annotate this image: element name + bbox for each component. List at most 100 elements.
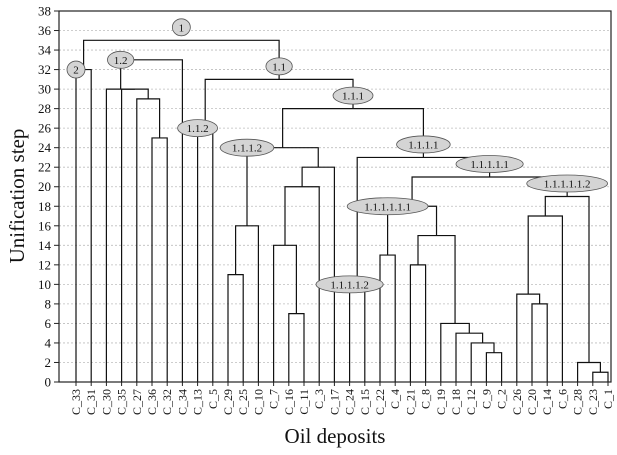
x-tick-label: C_33 [69, 389, 83, 415]
dendrogram-link [227, 274, 244, 382]
x-tick-label: C_6 [555, 389, 569, 409]
y-tick-label: 20 [38, 179, 51, 194]
cluster-label: 1.2 [107, 50, 135, 69]
x-tick-label: C_31 [84, 389, 98, 415]
cluster-label: 1.1.1.1.1.2 [526, 174, 608, 193]
y-tick-label: 12 [38, 257, 51, 272]
x-tick-label: C_3 [312, 389, 326, 409]
cluster-label-text: 1.1 [272, 61, 286, 73]
x-tick-label: C_27 [130, 389, 144, 415]
x-tick-label: C_28 [571, 389, 585, 415]
y-tick-label: 24 [38, 140, 52, 155]
cluster-label-oval [219, 138, 275, 157]
cluster-label: 1.1.1 [332, 86, 374, 105]
cluster-label-oval [346, 197, 429, 216]
cluster-label-text: 1.1.1.1.1 [470, 159, 509, 171]
dendrogram-link [577, 361, 601, 382]
y-tick-label: 28 [38, 101, 51, 116]
y-tick-label: 30 [38, 82, 51, 97]
dendrogram-link [485, 352, 503, 382]
y-tick-label: 4 [45, 335, 52, 350]
dendrogram-link [120, 59, 183, 382]
y-tick-label: 22 [38, 160, 51, 175]
x-axis-title: Oil deposits [285, 424, 386, 448]
dendrogram-link [417, 234, 456, 324]
dendrogram-link [282, 108, 425, 158]
y-tick-label: 8 [45, 296, 52, 311]
x-tick-label: C_8 [419, 389, 433, 409]
y-tick-label: 32 [38, 62, 51, 77]
cluster-label-text: 1.1.1.1 [408, 139, 438, 151]
cluster-label: 1.1.1.2 [219, 138, 275, 157]
x-tick-label: C_11 [297, 389, 311, 415]
dendrogram-link [440, 322, 470, 382]
dendrogram-link [284, 186, 320, 382]
x-tick-label: C_36 [145, 389, 159, 415]
y-tick-label: 2 [45, 355, 52, 370]
dendrogram-link [544, 195, 590, 363]
cluster-label: 1.1 [265, 57, 293, 76]
dendrogram-link [197, 127, 214, 382]
dendrogram-link [204, 78, 354, 129]
x-tick-label: C_14 [540, 389, 554, 415]
cluster-label-oval [171, 18, 191, 37]
x-tick-label: C_26 [510, 389, 524, 415]
y-tick-label: 14 [38, 238, 52, 253]
cluster-label-oval [315, 275, 384, 294]
cluster-label-oval [265, 57, 293, 76]
x-tick-label: C_29 [221, 389, 235, 415]
x-tick-label: C_5 [206, 389, 220, 409]
dendrogram-link [136, 98, 161, 382]
x-tick-label: C_10 [251, 389, 265, 415]
x-tick-label: C_20 [525, 389, 539, 415]
dendrogram-link [105, 88, 135, 382]
dendrogram-link [288, 313, 305, 382]
x-tick-label: C_22 [373, 389, 387, 415]
x-tick-label: C_17 [327, 389, 341, 415]
cluster-label-text: 1.2 [114, 55, 128, 67]
x-tick-label: C_4 [388, 389, 402, 409]
y-tick-label: 18 [38, 199, 51, 214]
dendrogram-link [516, 293, 541, 382]
x-tick-label: C_23 [586, 389, 600, 415]
cluster-label-text: 1.1.1.1.2 [330, 279, 369, 291]
y-tick-label: 0 [45, 375, 52, 390]
dendrogram-link [301, 166, 335, 382]
cluster-label-text: 1.1.2 [187, 123, 209, 135]
y-tick-label: 16 [38, 218, 52, 233]
x-tick-label: C_15 [358, 389, 372, 415]
x-tick-label: C_32 [160, 389, 174, 415]
y-tick-label: 38 [38, 4, 51, 19]
cluster-label-text: 1.1.1.1.1.2 [544, 179, 591, 191]
cluster-label-oval [396, 135, 451, 154]
cluster-label-oval [107, 50, 135, 69]
cluster-label: 1.1.1.1.2 [315, 275, 384, 294]
cluster-label: 1.1.1.1.1 [455, 155, 524, 173]
cluster-label: 2 [66, 60, 86, 79]
dendrogram-link [151, 137, 168, 382]
x-tick-label: C_21 [403, 389, 417, 415]
x-tick-label: C_35 [115, 389, 129, 415]
x-tick-label: C_30 [99, 389, 113, 415]
dendrogram-link [349, 283, 366, 382]
dendrogram-link [527, 215, 563, 382]
node-labels: 2 1 1.2 1.1 1.1.2 1.1.1 1.1.1.2 1.1.1.1 1.1.1.1.… [66, 18, 608, 294]
cluster-label-oval [332, 86, 374, 105]
x-tick-label: C_18 [449, 389, 463, 415]
cluster-label: 1.1.2 [177, 119, 219, 138]
x-tick-label: C_1 [601, 389, 615, 409]
x-tick-label: C_34 [175, 389, 189, 415]
x-tick-label: C_7 [267, 389, 281, 409]
y-tick-label: 36 [38, 23, 52, 38]
dendrogram-link [531, 303, 548, 382]
x-tick-label: C_13 [191, 389, 205, 415]
y-axis-title: Unification step [5, 129, 29, 264]
dendrogram-link [121, 88, 149, 382]
x-tick-label: C_12 [464, 389, 478, 415]
plot-frame [58, 10, 612, 383]
x-tick-label: C_16 [282, 389, 296, 415]
y-tick-label: 26 [38, 121, 52, 136]
